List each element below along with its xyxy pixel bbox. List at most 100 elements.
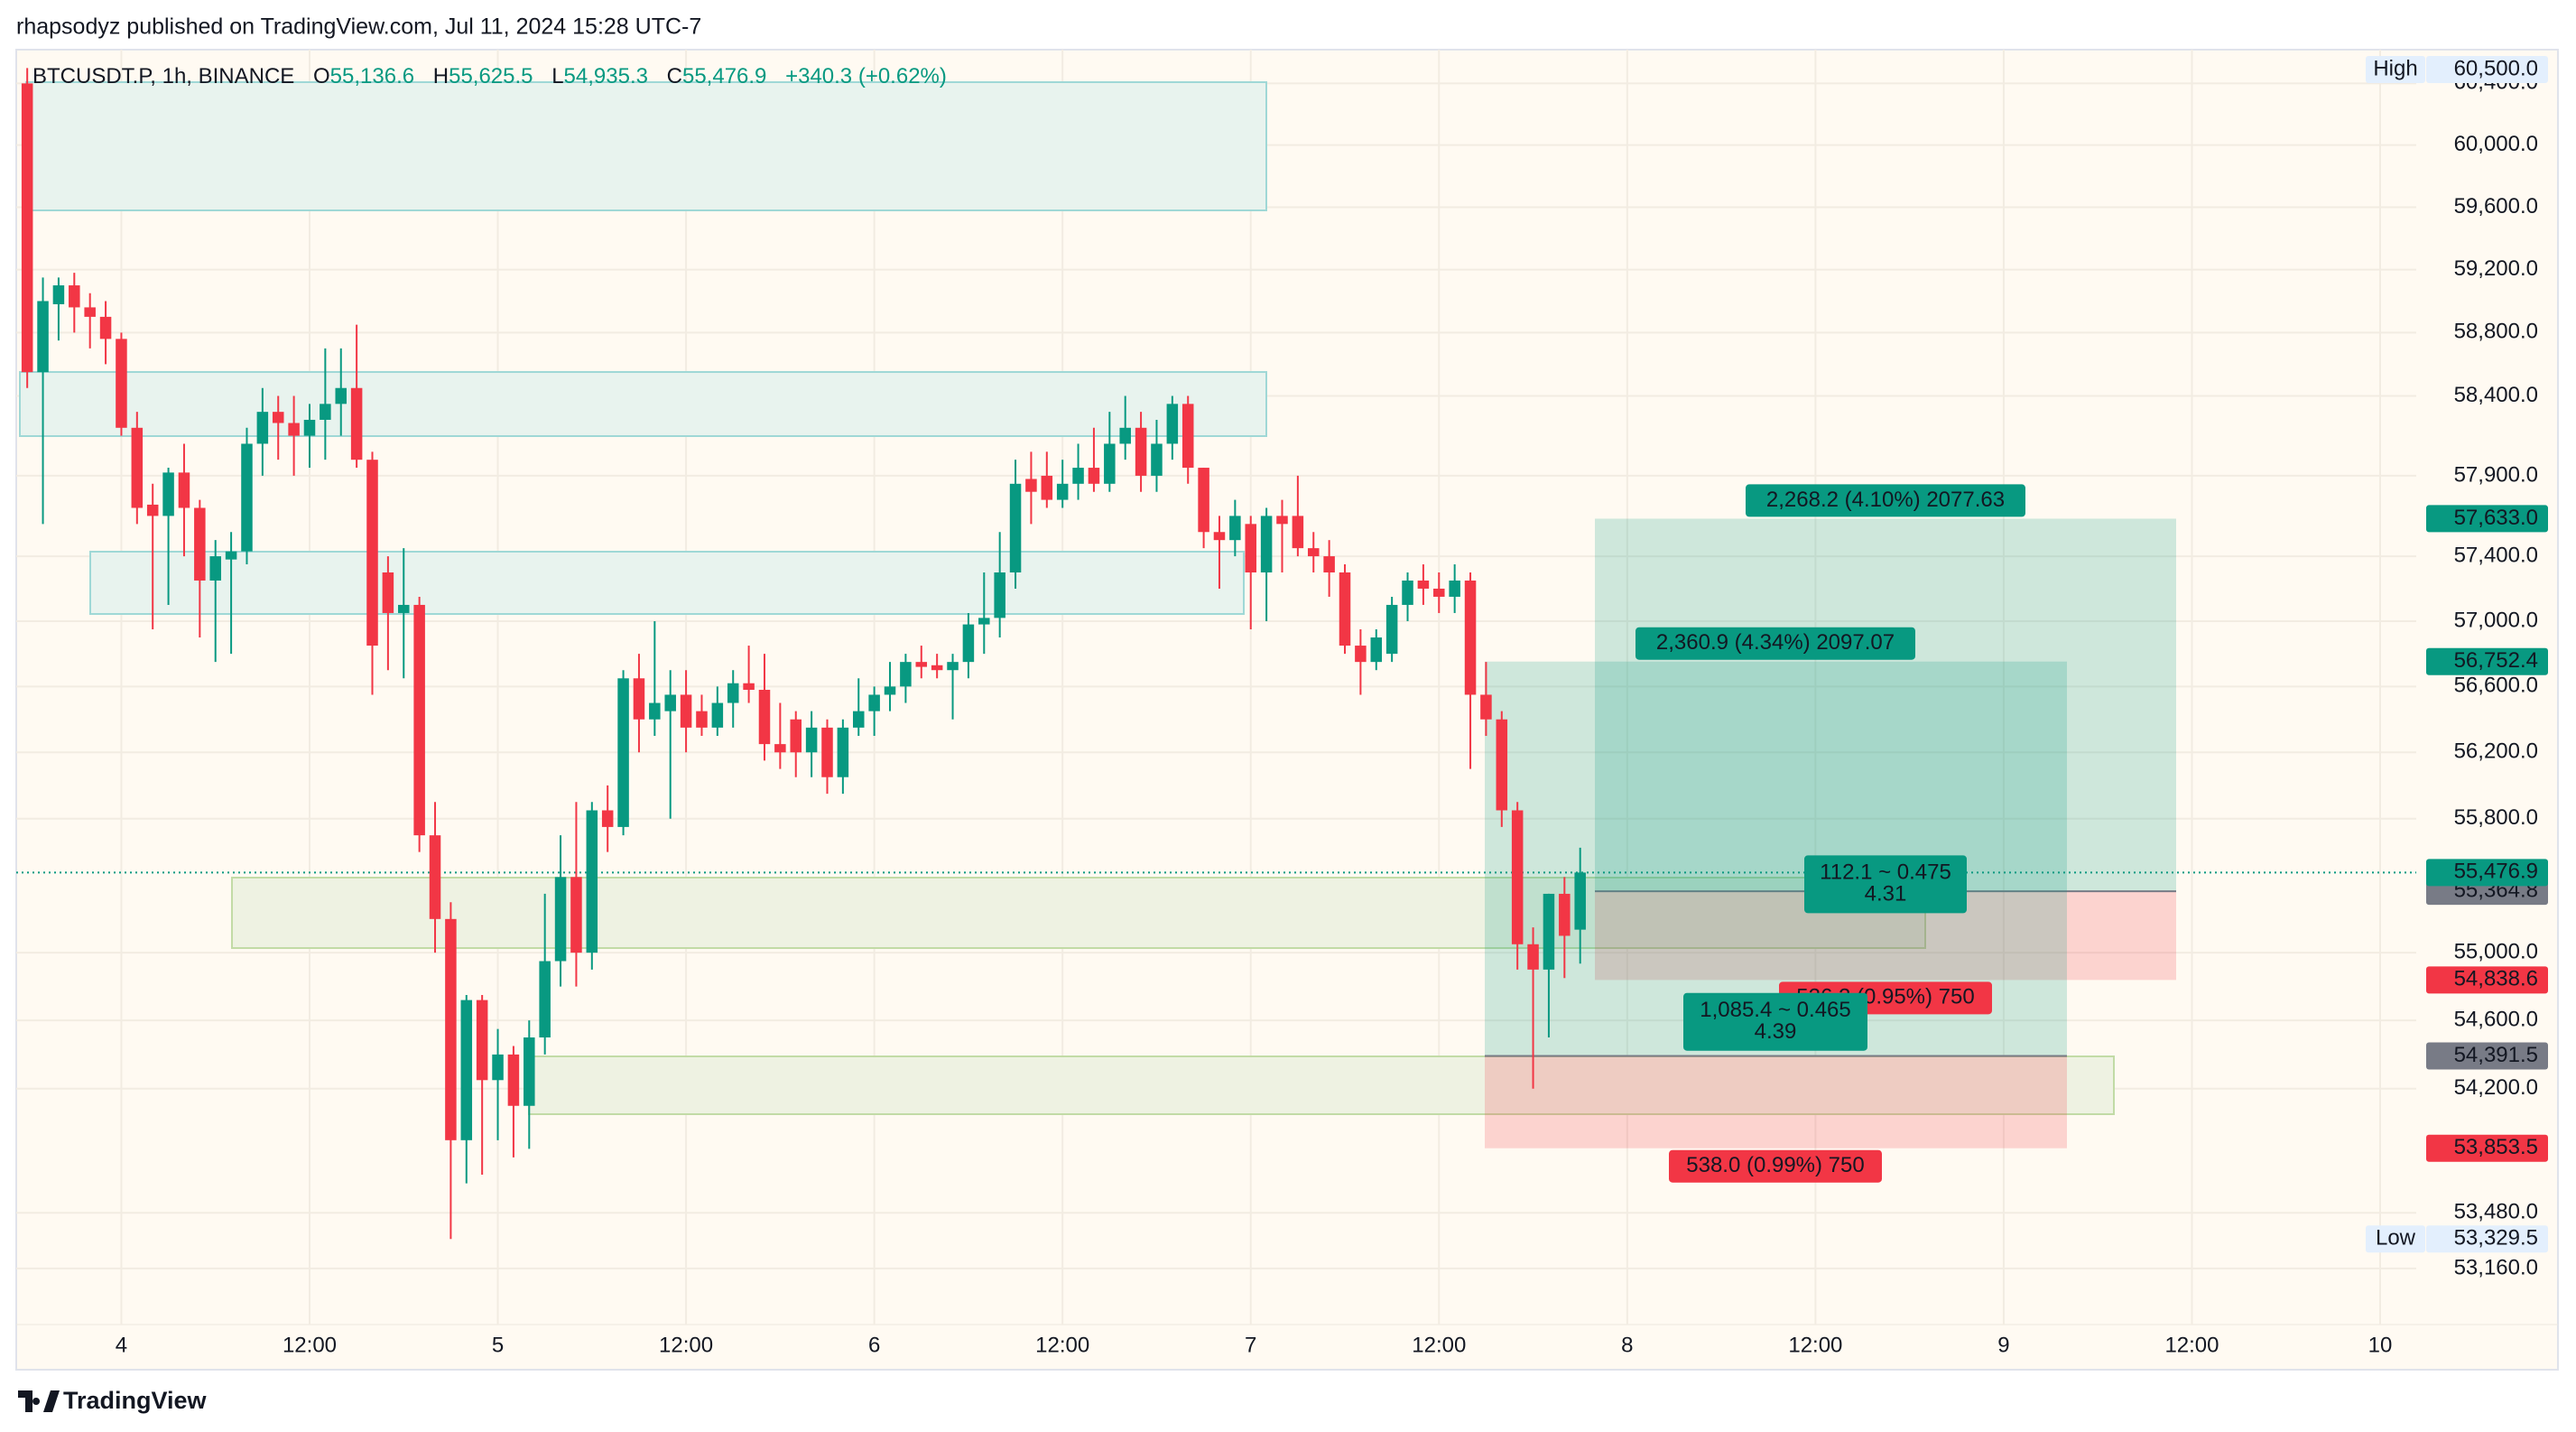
loss-zone: [1485, 1055, 2067, 1148]
candle-body: [272, 412, 284, 423]
candle-body: [900, 662, 912, 687]
candle-body: [398, 604, 410, 613]
candle-body: [790, 719, 802, 753]
candle-body: [162, 472, 174, 516]
y-tick-label: 53,160.0: [2454, 1255, 2538, 1279]
candle-body: [1480, 694, 1492, 720]
candle-body: [947, 662, 959, 671]
zone: [89, 551, 1245, 615]
footer-brand: TradingView: [63, 1387, 208, 1414]
candle-body: [429, 835, 441, 919]
candle-body: [476, 1000, 488, 1081]
candle-body: [1229, 516, 1241, 541]
candle-body: [649, 702, 661, 720]
candle-body: [1402, 580, 1413, 605]
candle-body: [601, 810, 614, 827]
zone: [25, 81, 1267, 211]
y-tick-label: 57,000.0: [2454, 608, 2538, 632]
candle-body: [1433, 588, 1445, 597]
y-tick-label: 60,000.0: [2454, 132, 2538, 156]
zones: [19, 81, 2115, 1115]
zone: [19, 371, 1267, 437]
candle-body: [413, 604, 425, 836]
candle-body: [1181, 404, 1194, 469]
legend-value: 55,476.9: [682, 64, 766, 88]
candle-body: [664, 694, 676, 711]
position-tag: [1669, 1149, 1882, 1183]
candle-body: [1009, 483, 1022, 573]
extreme-key: Low: [2376, 1226, 2416, 1251]
ratio-text: 4.31: [1865, 882, 1907, 907]
x-tick-label: 12:00: [1035, 1333, 1089, 1357]
x-tick-label: 12:00: [659, 1333, 713, 1357]
candle-body: [1135, 427, 1147, 476]
extreme-tag: [2426, 1225, 2548, 1253]
extreme-label: 53,329.5: [2454, 1226, 2538, 1251]
candle-body: [1151, 443, 1163, 476]
status-text: 1,085.4 ~ 0.465: [1700, 998, 1850, 1022]
candle-body: [539, 961, 551, 1038]
position-tag: [1804, 855, 1967, 914]
candle-body: [931, 665, 943, 671]
y-tick-label: 58,800.0: [2454, 320, 2538, 344]
candle-body: [99, 316, 112, 339]
candle-body: [758, 689, 771, 745]
candle-body: [366, 460, 378, 646]
y-tick-label: 54,200.0: [2454, 1075, 2538, 1100]
candle-body: [1323, 556, 1335, 573]
candle-body: [1449, 580, 1460, 597]
candle-body: [554, 877, 567, 962]
candle-body: [805, 727, 818, 753]
candle-body: [52, 285, 65, 304]
price-tag-label: 54,838.6: [2454, 967, 2538, 991]
y-tick-label: 54,600.0: [2454, 1008, 2538, 1032]
y-tick-label: 57,900.0: [2454, 462, 2538, 487]
candle-body: [178, 472, 190, 508]
x-tick-label: 4: [116, 1333, 127, 1357]
candle-body: [1511, 810, 1524, 944]
candle-body: [586, 810, 598, 953]
candle-body: [21, 83, 33, 373]
legend-value: 54,935.3: [564, 64, 648, 88]
extreme-key-bg: [2366, 1225, 2425, 1253]
price-tag-label: 54,391.5: [2454, 1043, 2538, 1067]
symbol: BTCUSDT.P, 1h, BINANCE: [32, 64, 294, 88]
legend-key: H: [433, 64, 449, 88]
candle-body: [1496, 719, 1508, 811]
candle-body: [460, 1000, 473, 1140]
candle-body: [131, 427, 144, 508]
extreme-label: 60,500.0: [2454, 56, 2538, 80]
position-tag: [1635, 627, 1915, 660]
candle-body: [1041, 475, 1053, 500]
y-tick-label: 59,200.0: [2454, 256, 2538, 281]
legend: BTCUSDT.P, 1h, BINANCE O55,136.6 H55,625…: [32, 64, 947, 88]
x-tick-label: 7: [1245, 1333, 1256, 1357]
legend-value: 55,625.5: [449, 64, 533, 88]
candle-body: [1339, 572, 1351, 646]
candle-body: [303, 419, 316, 436]
candle-body: [915, 662, 928, 667]
y-tick-label: 59,600.0: [2454, 194, 2538, 219]
candle-body: [774, 744, 786, 753]
candle-body: [241, 443, 253, 552]
x-tick-label: 12:00: [2164, 1333, 2219, 1357]
price-tag: [2426, 505, 2548, 533]
y-tick-label: 56,600.0: [2454, 674, 2538, 698]
candle-body: [209, 556, 221, 581]
x-tick-label: 9: [1997, 1333, 2009, 1357]
y-tick-label: 56,200.0: [2454, 739, 2538, 764]
candle-body: [507, 1054, 520, 1106]
candle-body: [1198, 468, 1209, 533]
candle-body: [978, 618, 990, 625]
candle-body: [1104, 443, 1116, 484]
candle-body: [1072, 468, 1084, 484]
candle-body: [69, 285, 80, 308]
extreme-key-bg: [2366, 56, 2425, 83]
candle-body: [146, 504, 159, 516]
candle-body: [1292, 516, 1304, 549]
candle-body: [711, 702, 724, 728]
price-tag: [2426, 647, 2548, 675]
candle-body: [1260, 516, 1273, 573]
legend-key: C: [667, 64, 682, 88]
y-tick-label: 55,800.0: [2454, 805, 2538, 830]
